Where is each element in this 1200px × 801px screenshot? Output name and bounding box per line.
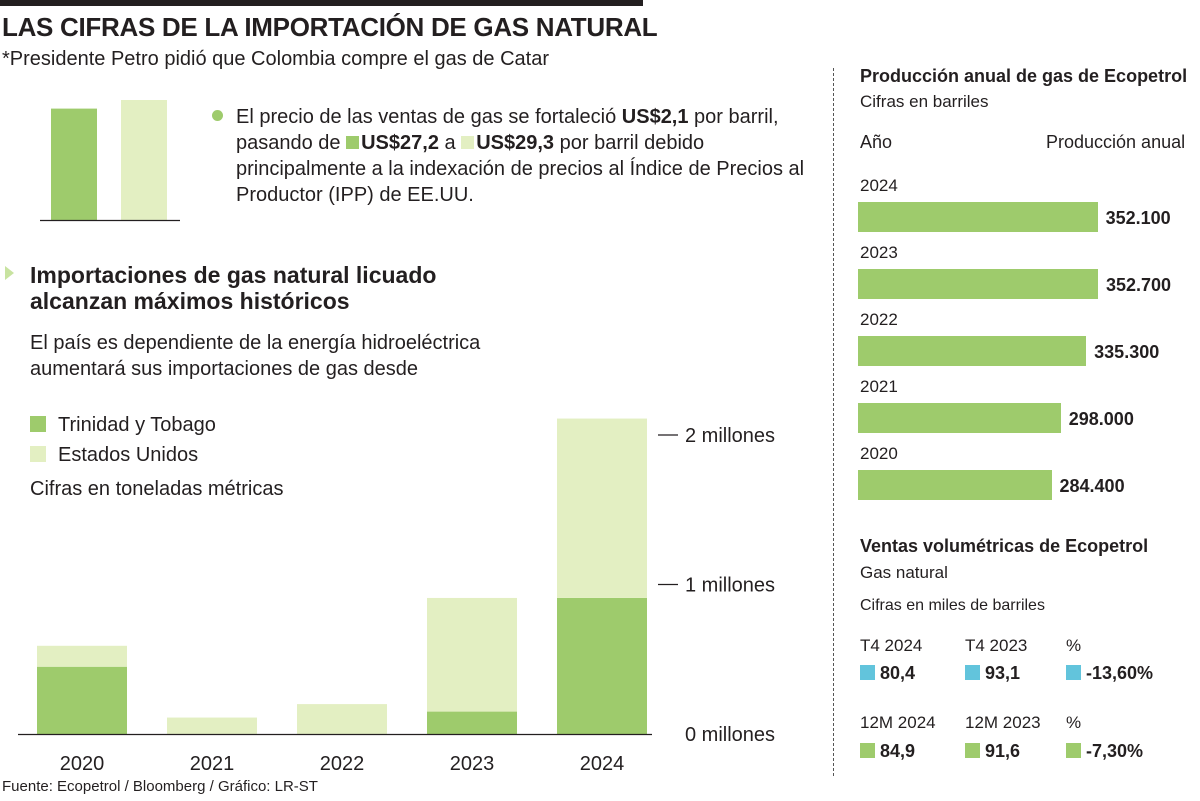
sales-swatch (1066, 743, 1081, 758)
price-bar-chart (40, 100, 180, 222)
production-year-label: 2022 (860, 310, 898, 329)
production-year-label: 2020 (860, 444, 898, 463)
sales-value-text: 80,4 (880, 663, 916, 683)
legend-usa: Estados Unidos (30, 444, 198, 467)
sales-header: % (1066, 713, 1082, 732)
production-year-label: 2023 (860, 243, 898, 262)
import-bar-segment (557, 597, 647, 734)
price-note-part4: por barril debido principalmente a la in… (236, 132, 805, 206)
sales-value-text: -13,60% (1086, 663, 1154, 683)
bullet-dot (212, 110, 223, 121)
sales-value: -13,60% (1066, 663, 1153, 684)
sales-value-text: 84,9 (880, 741, 916, 761)
legend-label-trinidad: Trinidad y Tobago (58, 414, 216, 436)
legend-swatch-trinidad (30, 416, 46, 432)
y-tick-label: 0 millones (685, 724, 775, 746)
sales-value: 80,4 (860, 663, 915, 684)
sales-title: Ventas volumétricas de Ecopetrol (860, 536, 1149, 556)
sales-value: 93,1 (965, 663, 1020, 684)
price-to: US$29,3 (476, 132, 555, 154)
sales-header: T4 2023 (965, 636, 1028, 655)
price-bar (51, 108, 97, 220)
sales-swatch (965, 743, 980, 758)
sales-header: 12M 2023 (965, 713, 1041, 732)
import-bar-segment (167, 717, 257, 734)
source-note: Fuente: Ecopetrol / Bloomberg / Gráfico:… (2, 778, 318, 795)
y-tick-label: 2 millones (685, 425, 775, 447)
x-tick-label: 2020 (60, 753, 105, 775)
price-note-part1: El precio de las ventas de gas se fortal… (236, 106, 622, 128)
import-bar-segment (427, 597, 517, 712)
production-col-year: Año (860, 132, 893, 152)
imports-stacked-bar-chart: 2020 2021 2022 2023 2024 0 millones 1 millones… (18, 418, 775, 775)
production-col-value: Producción anual (1046, 132, 1186, 152)
price-bar (121, 100, 167, 220)
x-tick-label: 2022 (320, 753, 365, 775)
page-title: LAS CIFRAS DE LA IMPORTACIÓN DE GAS NATU… (2, 12, 658, 42)
production-title: Producción anual de gas de Ecopetrol (860, 66, 1188, 86)
import-bar-segment (37, 666, 127, 734)
x-tick-label: 2021 (190, 753, 235, 775)
production-year-label: 2024 (860, 176, 898, 195)
sales-header: % (1066, 636, 1082, 655)
production-subtitle: Cifras en barriles (860, 92, 989, 111)
production-bar (858, 336, 1087, 366)
price-note: El precio de las ventas de gas se fortal… (236, 104, 811, 208)
sales-value-text: 93,1 (985, 663, 1021, 683)
header-rule (0, 0, 643, 6)
x-tick-label: 2024 (580, 753, 625, 775)
sales-swatch (1066, 665, 1081, 680)
sales-value-text: 91,6 (985, 741, 1021, 761)
sales-header: 12M 2024 (860, 713, 936, 732)
import-bar-segment (427, 711, 517, 734)
sales-value: 91,6 (965, 741, 1020, 762)
x-tick-label: 2023 (450, 753, 495, 775)
sales-value: 84,9 (860, 741, 915, 762)
production-bar (858, 403, 1061, 433)
price-note-part3: a (438, 132, 462, 154)
price-from: US$27,2 (361, 132, 439, 154)
price-note-part2: por barril, pasando de (236, 106, 779, 154)
production-bar (858, 269, 1098, 299)
sales-value-text: -7,30% (1086, 741, 1144, 761)
sales-swatch (860, 665, 875, 680)
legend-swatch-usa (30, 446, 46, 462)
sales-units: Cifras en miles de barriles (860, 597, 1045, 614)
y-tick-label: 1 millones (685, 575, 775, 597)
production-bar (858, 470, 1052, 500)
sales-value: -7,30% (1066, 741, 1143, 762)
production-value-label: 298.000 (1068, 409, 1134, 429)
production-bar (858, 202, 1098, 232)
price-to-swatch (461, 136, 475, 149)
legend-trinidad: Trinidad y Tobago (30, 414, 216, 437)
import-bar-segment (557, 418, 647, 598)
sales-header: T4 2024 (860, 636, 923, 655)
imports-title: Importaciones de gas natural licuado alc… (30, 262, 437, 314)
price-from-swatch (346, 136, 360, 149)
production-value-label: 335.300 (1094, 342, 1160, 362)
panel-divider (833, 68, 834, 776)
sales-swatch (965, 665, 980, 680)
import-bar-segment (297, 704, 387, 734)
sales-swatch (860, 743, 875, 758)
price-increase: US$2,1 (621, 106, 689, 128)
legend-label-usa: Estados Unidos (58, 444, 199, 466)
production-value-label: 352.100 (1105, 208, 1171, 228)
import-bar-segment (37, 645, 127, 667)
section-arrow-icon (5, 266, 14, 280)
imports-units: Cifras en toneladas métricas (30, 478, 284, 500)
production-value-label: 352.700 (1106, 275, 1172, 295)
sales-subtitle: Gas natural (860, 563, 948, 582)
production-value-label: 284.400 (1059, 476, 1125, 496)
production-year-label: 2021 (860, 377, 898, 396)
page-subtitle: *Presidente Petro pidió que Colombia com… (2, 48, 549, 70)
imports-description: El país es dependiente de la energía hid… (30, 332, 481, 380)
